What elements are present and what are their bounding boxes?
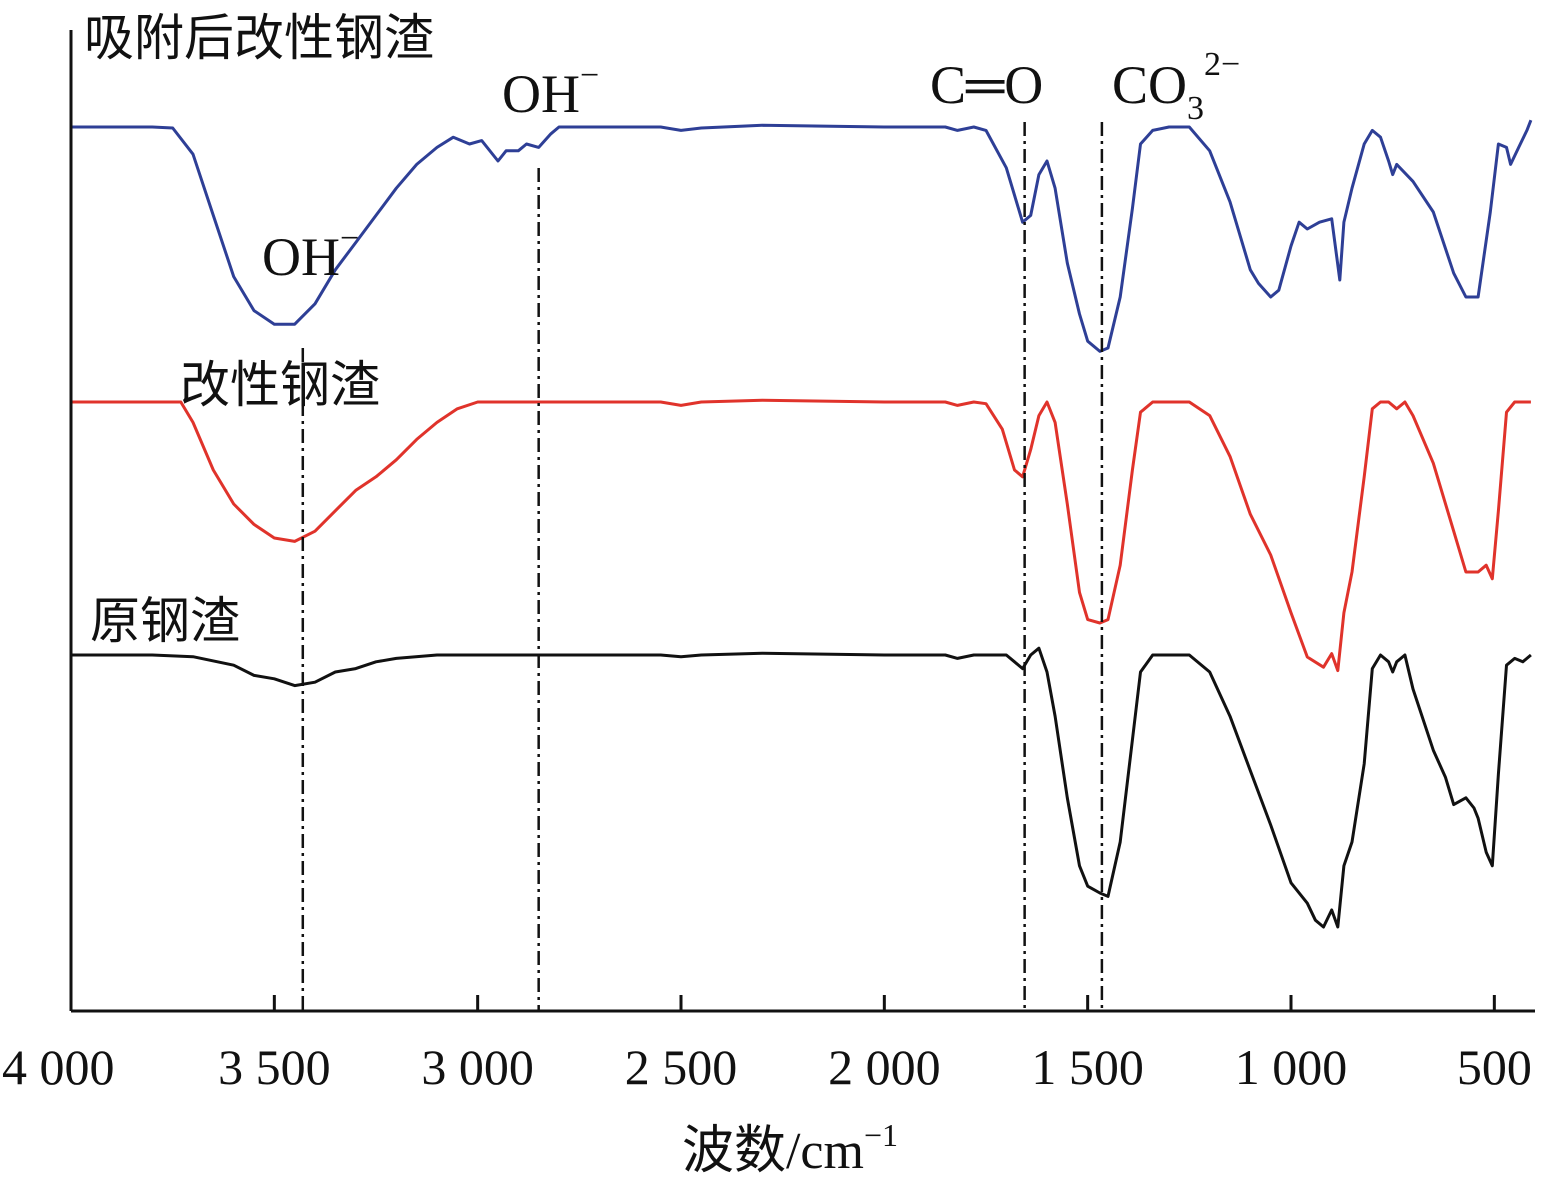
x-tick-label-0: 4 000: [2, 1039, 115, 1095]
series-label-0: 吸附后改性钢渣: [84, 10, 434, 66]
axes: 4 000 3 500 3 000 2 500 2 000 1 500 1 000 500 波数…: [2, 30, 1535, 1180]
x-tick-label-4: 2 000: [828, 1039, 941, 1095]
annotation-3: CO32−: [1112, 46, 1240, 127]
x-tick-label-3: 2 500: [625, 1039, 738, 1095]
series-line-1: [71, 398, 1531, 673]
annotation-1: OH−: [502, 57, 599, 124]
x-tick-label-6: 1 000: [1235, 1039, 1348, 1095]
series-line-0: [71, 119, 1533, 353]
x-axis-title: 波数/cm−1: [682, 1117, 898, 1180]
annotation-0: OH−: [262, 220, 359, 287]
series-label-2: 原钢渣: [90, 593, 240, 649]
x-tick-label-1: 3 500: [218, 1039, 331, 1095]
plot-area: [71, 119, 1533, 1011]
x-tick-label-2: 3 000: [421, 1039, 534, 1095]
series-line-2: [71, 646, 1532, 929]
x-tick-label-7: 500: [1457, 1039, 1532, 1095]
annotation-2: C═O: [930, 55, 1043, 115]
x-tick-label-5: 1 500: [1031, 1039, 1144, 1095]
series-label-1: 改性钢渣: [180, 357, 380, 413]
